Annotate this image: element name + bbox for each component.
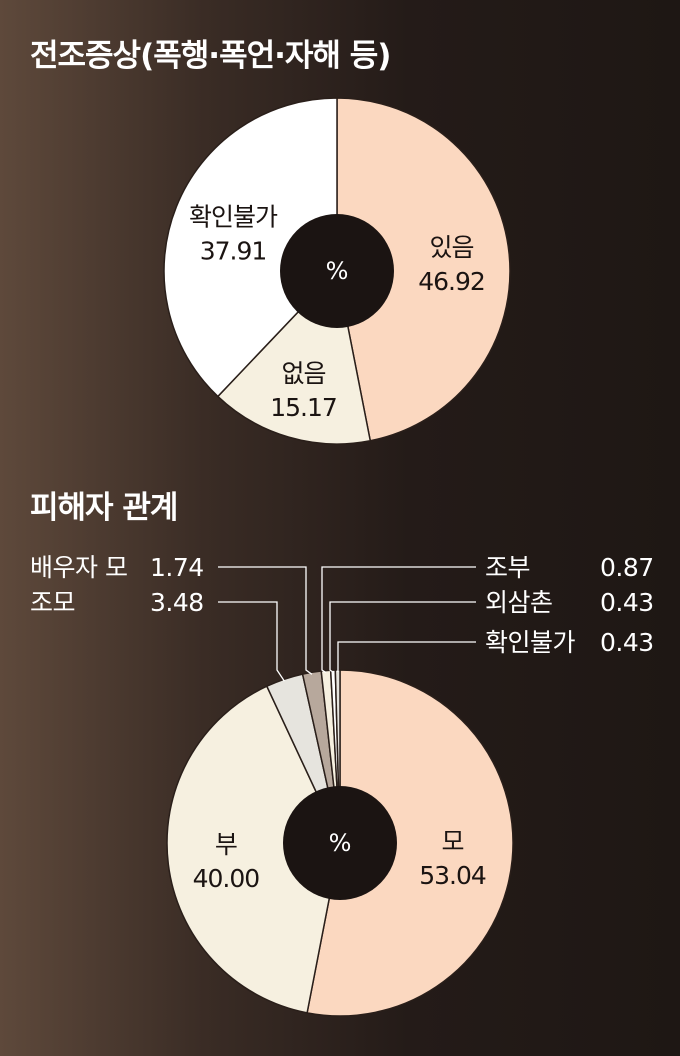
legend-label: 조부: [485, 553, 530, 582]
legend-label: 확인불가: [485, 628, 576, 657]
legend-label: 배우자 모: [30, 553, 127, 582]
slice-value-label: 53.04: [419, 861, 486, 890]
chart2-title: 피해자 관계: [30, 490, 178, 526]
slice-부: [166, 685, 341, 1014]
leader-line: [337, 641, 476, 673]
slice-category-label: 부: [215, 830, 237, 859]
legend-value: 0.87: [600, 553, 654, 582]
leader-line: [321, 566, 476, 674]
leader-line: [329, 601, 476, 673]
victim-relation-pie-chart: % 모 53.04 부 40.00: [166, 669, 514, 1017]
slice-category-label: 있음: [429, 233, 473, 262]
legend-value: 0.43: [600, 588, 654, 617]
pie-center-label: %: [329, 829, 352, 857]
slice-있음: [336, 97, 511, 442]
pie-center-label: %: [326, 257, 349, 285]
slice-category-label: 확인불가: [189, 203, 278, 232]
legend-value: 3.48: [150, 588, 204, 617]
slice-value-label: 15.17: [270, 393, 337, 422]
leader-line: [218, 601, 285, 682]
slice-value-label: 46.92: [418, 267, 485, 296]
pie-center-hole: [280, 214, 394, 328]
slice-value-label: 37.91: [200, 237, 267, 266]
legend-label: 외삼촌: [485, 588, 553, 617]
legend-leader-lines: [218, 566, 476, 682]
slice-value-label: 40.00: [193, 864, 260, 893]
victim-relation-legend: 배우자 모 1.74 조모 3.48 조부 0.87 외삼촌 0.43 확인불가 0.43: [30, 553, 654, 657]
legend-value: 1.74: [150, 553, 204, 582]
slice-category-label: 없음: [281, 359, 325, 388]
slice-확인불가: [163, 97, 338, 398]
slice-category-label: 모: [441, 827, 463, 856]
legend-label: 조모: [30, 588, 75, 617]
chart1-title: 전조증상(폭행·폭언·자해 등): [30, 38, 391, 74]
precursor-pie-chart: % 있음 46.92 없음 15.17 확인불가 37.91: [163, 97, 511, 445]
pie-center-hole: [283, 786, 397, 900]
slice-모: [306, 669, 514, 1017]
legend-value: 0.43: [600, 628, 654, 657]
leader-line: [218, 566, 313, 675]
